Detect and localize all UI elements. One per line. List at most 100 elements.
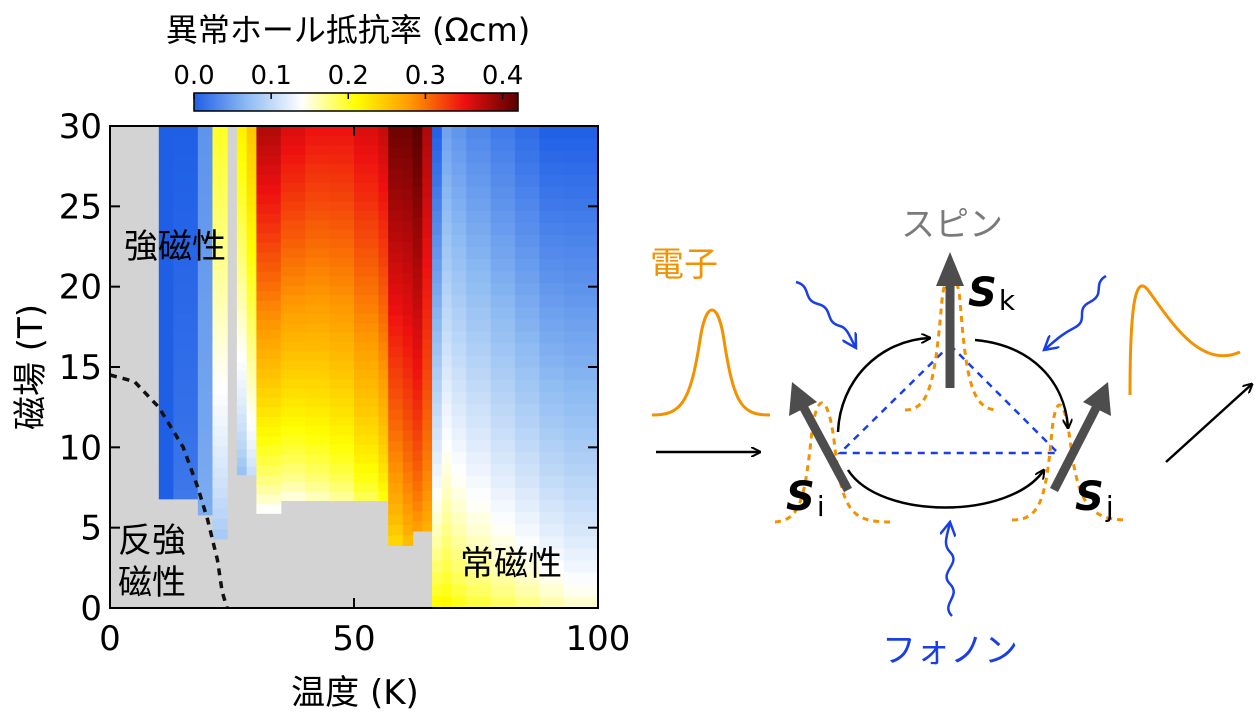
heatmap-cell — [246, 413, 257, 423]
heatmap-cell — [158, 153, 175, 164]
heatmap-cell — [236, 335, 248, 345]
heatmap-cell — [354, 247, 379, 258]
heatmap-cell — [354, 144, 379, 155]
heatmap-cell — [451, 391, 467, 404]
heatmap-cell — [412, 146, 423, 157]
heatmap-cell — [280, 350, 306, 361]
heatmap-cell — [246, 431, 257, 441]
heatmap-cell — [158, 414, 175, 425]
heatmap-cell — [354, 369, 379, 380]
heatmap-cell — [412, 136, 423, 147]
heatmap-cell — [329, 294, 355, 305]
heatmap-cell — [212, 291, 228, 303]
heatmap-cell — [412, 328, 423, 340]
heatmap-cell — [158, 340, 175, 351]
heatmap-cell — [441, 150, 453, 163]
heatmap-cell — [451, 330, 467, 344]
heatmap-cell — [246, 291, 257, 301]
heatmap-cell — [158, 135, 175, 146]
heatmap-cell — [490, 162, 516, 175]
heatmap-cell — [173, 424, 199, 435]
heatmap-cell — [246, 143, 257, 153]
heatmap-cell — [441, 391, 453, 404]
heatmap-cell — [422, 338, 433, 350]
heatmap-cell — [354, 462, 379, 473]
heatmap-cell — [256, 484, 282, 495]
heatmap-cell — [466, 403, 492, 416]
heatmap-cell — [280, 416, 306, 427]
heatmap-cell — [515, 294, 541, 308]
heatmap-cell — [402, 304, 414, 316]
heatmap-cell — [158, 452, 175, 463]
heatmap-cell — [539, 451, 565, 464]
heatmap-cell — [441, 270, 453, 284]
heatmap-cell — [173, 321, 199, 332]
heatmap-cell — [197, 242, 214, 253]
heatmap-cell — [236, 309, 248, 319]
heatmap-cell — [246, 152, 257, 162]
heatmap-cell — [466, 463, 492, 477]
heatmap-cell — [158, 470, 175, 481]
y-axis-ticks: 0 5 10 15 20 25 30 — [59, 107, 598, 629]
y-axis-label: 磁場 (T) — [11, 304, 51, 430]
heatmap-cell — [422, 287, 433, 299]
heatmap-cell — [451, 162, 467, 175]
heatmap-cell — [466, 499, 492, 513]
heatmap-cell — [402, 534, 414, 546]
heatmap-cell — [490, 415, 516, 428]
heatmap-cell — [354, 331, 379, 342]
heatmap-cell — [515, 126, 541, 139]
heatmap-cell — [305, 285, 331, 296]
heatmap-cell — [173, 200, 199, 211]
heatmap-cell — [539, 174, 565, 187]
heatmap-cell — [158, 480, 175, 491]
heatmap-cell — [212, 177, 228, 189]
heatmap-cell — [515, 451, 541, 464]
heatmap-cell — [466, 138, 492, 151]
heatmap-cell — [280, 322, 306, 333]
heatmap-cell — [173, 126, 199, 136]
electron-on-spin-k — [904, 272, 999, 412]
heatmap-cell — [388, 367, 404, 379]
heatmap-cell — [412, 449, 423, 461]
heatmap-cell — [422, 409, 433, 421]
heatmap-cell — [539, 150, 565, 163]
heatmap-cell — [236, 169, 248, 179]
heatmap-cell — [432, 138, 443, 151]
heatmap-cell — [212, 384, 228, 395]
heatmap-cell — [388, 272, 404, 284]
heatmap-cell — [466, 547, 492, 561]
heatmap-cell — [402, 503, 414, 515]
heatmap-cell — [305, 472, 331, 483]
heatmap-cell — [212, 322, 228, 334]
heatmap-cell — [490, 186, 516, 199]
heatmap-cell — [378, 200, 389, 211]
heatmap-cell — [280, 257, 306, 267]
heatmap-cell — [412, 419, 423, 431]
heatmap-cell — [197, 252, 214, 263]
heatmap-cell — [432, 174, 443, 187]
heatmap-cell — [441, 379, 453, 392]
heatmap-cell — [441, 535, 453, 549]
heatmap-cell — [246, 396, 257, 406]
heatmap-cell — [246, 387, 257, 397]
heatmap-cell — [378, 257, 389, 267]
heatmap-cell — [354, 219, 379, 230]
heatmap-cell — [158, 433, 175, 444]
heatmap-cell — [402, 325, 414, 337]
heatmap-cell — [515, 535, 541, 549]
heatmap-cell — [451, 258, 467, 272]
heatmap-cell — [173, 349, 199, 360]
heatmap-cell — [466, 487, 492, 501]
heatmap-cell — [563, 415, 599, 428]
heatmap-cell — [441, 126, 453, 139]
heatmap-cell — [441, 294, 453, 308]
heatmap-cell — [280, 303, 306, 314]
heatmap-cell — [441, 487, 453, 501]
heatmap-cell — [539, 367, 565, 380]
y-tick-label: 10 — [59, 428, 102, 468]
x-axis-ticks: 0 50 100 — [99, 126, 630, 659]
heatmap-cell — [451, 270, 467, 284]
heatmap-cell — [236, 265, 248, 275]
heatmap-cell — [305, 172, 331, 183]
